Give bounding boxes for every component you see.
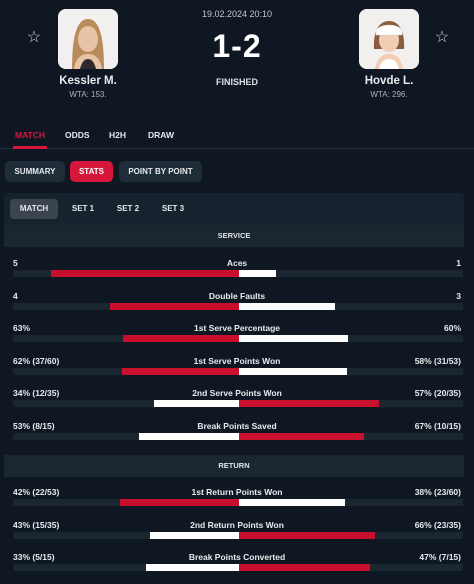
settab-set-2[interactable]: SET 2 (116, 204, 140, 213)
stat-home-bar (51, 270, 239, 277)
stat-home-bar (150, 531, 239, 539)
match-datetime: 19.02.2024 20:10 (201, 9, 273, 19)
stat-label: 2nd Serve Points Won (192, 388, 282, 398)
stat-away-bar (239, 302, 335, 310)
stat-home-bar (122, 367, 239, 375)
section-service-header: SERVICE (4, 225, 464, 247)
home-player-name[interactable]: Kessler M. (59, 75, 117, 87)
stat-home-value: 34% (12/35) (13, 388, 60, 398)
stat-row: 63% 1st Serve Percentage 60% (0, 323, 474, 355)
subtab-stats[interactable]: STATS (70, 161, 113, 182)
stat-home-bar-track (13, 400, 239, 407)
set-tabs-panel (4, 193, 464, 226)
stat-away-value: 60% (443, 323, 461, 333)
home-player-photo (58, 9, 118, 69)
stat-away-bar (239, 499, 345, 506)
stat-row: 43% (15/35) 2nd Return Points Won 66% (23/… (0, 520, 474, 552)
stat-label: 1st Serve Points Won (193, 355, 281, 366)
stat-home-bar (146, 564, 239, 571)
stat-home-value: 63% (13, 323, 31, 333)
settab-match[interactable]: MATCH (10, 199, 58, 219)
stat-row: 53% (8/15) Break Points Saved 67% (10/15) (0, 421, 474, 453)
stat-home-value: 33% (5/15) (13, 552, 55, 562)
settab-set-1[interactable]: SET 1 (71, 204, 95, 213)
stat-home-bar (139, 432, 239, 440)
stat-away-bar (239, 335, 348, 342)
stat-home-bar (110, 302, 239, 310)
stat-home-value: 42% (22/53) (13, 487, 60, 497)
stat-away-value: 57% (20/35) (414, 388, 461, 398)
stat-home-value: 53% (8/15) (13, 420, 55, 431)
stat-away-value: 47% (7/15) (419, 552, 461, 562)
subtab-point-by-point[interactable]: POINT BY POINT (119, 161, 202, 182)
away-player-photo (359, 9, 419, 69)
tab-h2h[interactable]: H2H (109, 130, 127, 140)
stat-away-bar (239, 531, 375, 539)
stat-away-bar-track (239, 302, 463, 310)
stat-away-bar (239, 564, 370, 571)
away-player-avatar[interactable] (359, 9, 419, 69)
stat-row: 5 Aces 1 (0, 258, 474, 290)
stat-home-bar-track (13, 432, 239, 440)
stat-away-bar-track (239, 367, 463, 375)
away-player-name[interactable]: Hovde L. (364, 75, 414, 87)
section-return-header: RETURN (4, 455, 464, 477)
stat-away-bar (239, 270, 276, 277)
active-tab-indicator (13, 146, 47, 149)
home-player-rank: WTA: 153. (69, 90, 107, 99)
stat-row: 4 Double Faults 3 (0, 291, 474, 323)
stat-away-bar (239, 400, 379, 407)
stat-home-value: 5 (13, 258, 18, 268)
tab-draw[interactable]: DRAW (148, 130, 174, 140)
stat-home-bar-track (13, 564, 239, 571)
match-header: ☆ Kessler M. WTA: 153. 19.02.2024 20:10 … (0, 0, 474, 118)
stat-home-bar (154, 400, 239, 407)
stat-away-bar (239, 367, 347, 375)
stat-away-value: 58% (31/53) (414, 355, 461, 366)
stat-row: 42% (22/53) 1st Return Points Won 38% (23/… (0, 487, 474, 519)
favorite-away-star-icon[interactable]: ☆ (434, 29, 450, 46)
tab-match[interactable]: MATCH (15, 130, 46, 140)
match-status: FINISHED (215, 77, 258, 87)
stat-away-bar (239, 432, 364, 440)
stat-home-bar (120, 499, 239, 506)
stat-home-value: 43% (15/35) (13, 519, 60, 530)
stat-label: 1st Serve Percentage (194, 323, 280, 333)
stat-away-bar-track (239, 270, 463, 277)
match-score: 1-2 (212, 28, 262, 64)
stat-row: 33% (5/15) Break Points Converted 47% (7/1… (0, 552, 474, 584)
stat-home-bar-track (13, 531, 239, 539)
main-tabs: MATCH ODDS H2H DRAW (0, 118, 474, 149)
home-player-avatar[interactable] (58, 9, 118, 69)
tab-odds[interactable]: ODDS (65, 130, 90, 140)
stat-row: 34% (12/35) 2nd Serve Points Won 57% (20/3… (0, 388, 474, 420)
stat-home-value: 62% (37/60) (13, 355, 60, 366)
stat-label: 2nd Return Points Won (190, 519, 284, 530)
stat-label: 1st Return Points Won (191, 487, 283, 497)
stat-away-value: 1 (456, 258, 461, 268)
stat-home-value: 4 (13, 290, 18, 301)
stat-row: 62% (37/60) 1st Serve Points Won 58% (31/5… (0, 356, 474, 388)
stat-away-value: 38% (23/60) (414, 487, 461, 497)
stat-label: Aces (226, 258, 248, 268)
stat-label: Break Points Saved (197, 420, 277, 431)
stat-home-bar (123, 335, 239, 342)
away-player-rank: WTA: 296. (370, 90, 408, 99)
stat-label: Double Faults (208, 290, 266, 301)
favorite-home-star-icon[interactable]: ☆ (26, 29, 42, 46)
stat-away-value: 66% (23/35) (414, 519, 461, 530)
stat-away-bar-track (239, 335, 463, 342)
stat-away-value: 67% (10/15) (414, 420, 461, 431)
stat-away-value: 3 (456, 290, 461, 301)
stat-away-bar-track (239, 499, 463, 506)
stat-label: Break Points Converted (188, 552, 286, 562)
settab-set-3[interactable]: SET 3 (161, 204, 185, 213)
subtab-summary[interactable]: SUMMARY (5, 161, 65, 182)
